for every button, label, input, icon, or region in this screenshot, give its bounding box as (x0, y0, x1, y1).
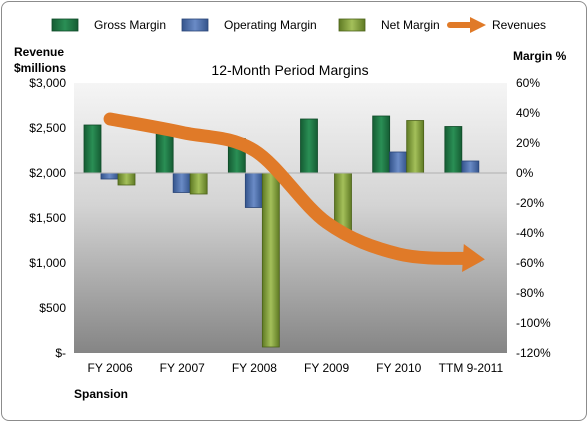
category-label: FY 2006 (88, 361, 133, 375)
right-axis-ticks: 60% 40% 20% 0% -20% -40% -60% -80% -100% -120% (516, 76, 551, 360)
right-tick-label: 40% (516, 106, 540, 120)
right-tick-label: -40% (516, 226, 544, 240)
category-labels: FY 2006 FY 2007 FY 2008 FY 2009 FY 2010 TTM 9… (88, 361, 504, 375)
bars (83, 115, 480, 348)
right-axis-title: Margin % (513, 49, 567, 63)
bar-net-margin (261, 172, 280, 348)
left-tick-label: $3,000 (29, 76, 66, 90)
chart-title: 12-Month Period Margins (211, 62, 368, 78)
category-label: TTM 9-2011 (439, 361, 504, 375)
bar-gross-margin (444, 126, 463, 174)
legend-label: Operating Margin (224, 18, 317, 32)
legend-label: Gross Margin (94, 18, 166, 32)
right-tick-label: -20% (516, 196, 544, 210)
category-label: FY 2007 (160, 361, 205, 375)
bar-net-margin (117, 172, 136, 186)
right-tick-label: -120% (516, 346, 551, 360)
category-label: FY 2010 (376, 361, 421, 375)
legend-swatch (338, 18, 366, 32)
revenue-line-group (103, 112, 485, 272)
left-axis-title-line1: Revenue (14, 45, 64, 59)
right-tick-label: -100% (516, 316, 551, 330)
bar-operating-margin (100, 172, 119, 180)
bar-gross-margin (372, 115, 391, 174)
legend: Gross Margin Operating Margin Net Margin Re… (51, 17, 546, 33)
bar-operating-margin (172, 172, 191, 193)
legend-label: Revenues (492, 18, 546, 32)
left-tick-label: $1,000 (29, 256, 66, 270)
legend-swatch (181, 18, 209, 32)
bar-operating-margin (389, 151, 408, 174)
category-label: FY 2008 (232, 361, 277, 375)
bar-gross-margin (300, 118, 318, 174)
bar-operating-margin (244, 172, 263, 208)
legend-item: Revenues (447, 17, 546, 33)
revenue-line (103, 112, 478, 265)
right-tick-label: 60% (516, 76, 540, 90)
left-axis-ticks: $3,000 $2,500 $2,000 $1,500 $1,000 $500 $- (29, 76, 66, 360)
left-tick-label: $2,000 (29, 166, 66, 180)
bar-operating-margin (461, 160, 480, 174)
company-label: Spansion (74, 387, 128, 401)
right-tick-label: -80% (516, 286, 544, 300)
left-tick-label: $2,500 (29, 121, 66, 135)
left-tick-label: $- (55, 346, 66, 360)
right-tick-label: -60% (516, 256, 544, 270)
bar-net-margin (189, 172, 208, 195)
legend-swatch-arrowhead (470, 17, 486, 33)
right-tick-label: 0% (516, 166, 534, 180)
right-tick-label: 20% (516, 136, 540, 150)
legend-item: Operating Margin (181, 18, 317, 32)
revenue-arrowhead (462, 244, 485, 272)
left-tick-label: $500 (39, 301, 66, 315)
left-tick-label: $1,500 (29, 211, 66, 225)
legend-item: Gross Margin (51, 18, 166, 32)
legend-item: Net Margin (338, 18, 440, 32)
left-axis-title-line2: $millions (14, 61, 66, 75)
legend-swatch (51, 18, 79, 32)
bar-gross-margin (83, 124, 102, 174)
legend-label: Net Margin (381, 18, 440, 32)
category-label: FY 2009 (304, 361, 349, 375)
bar-net-margin (406, 120, 425, 174)
